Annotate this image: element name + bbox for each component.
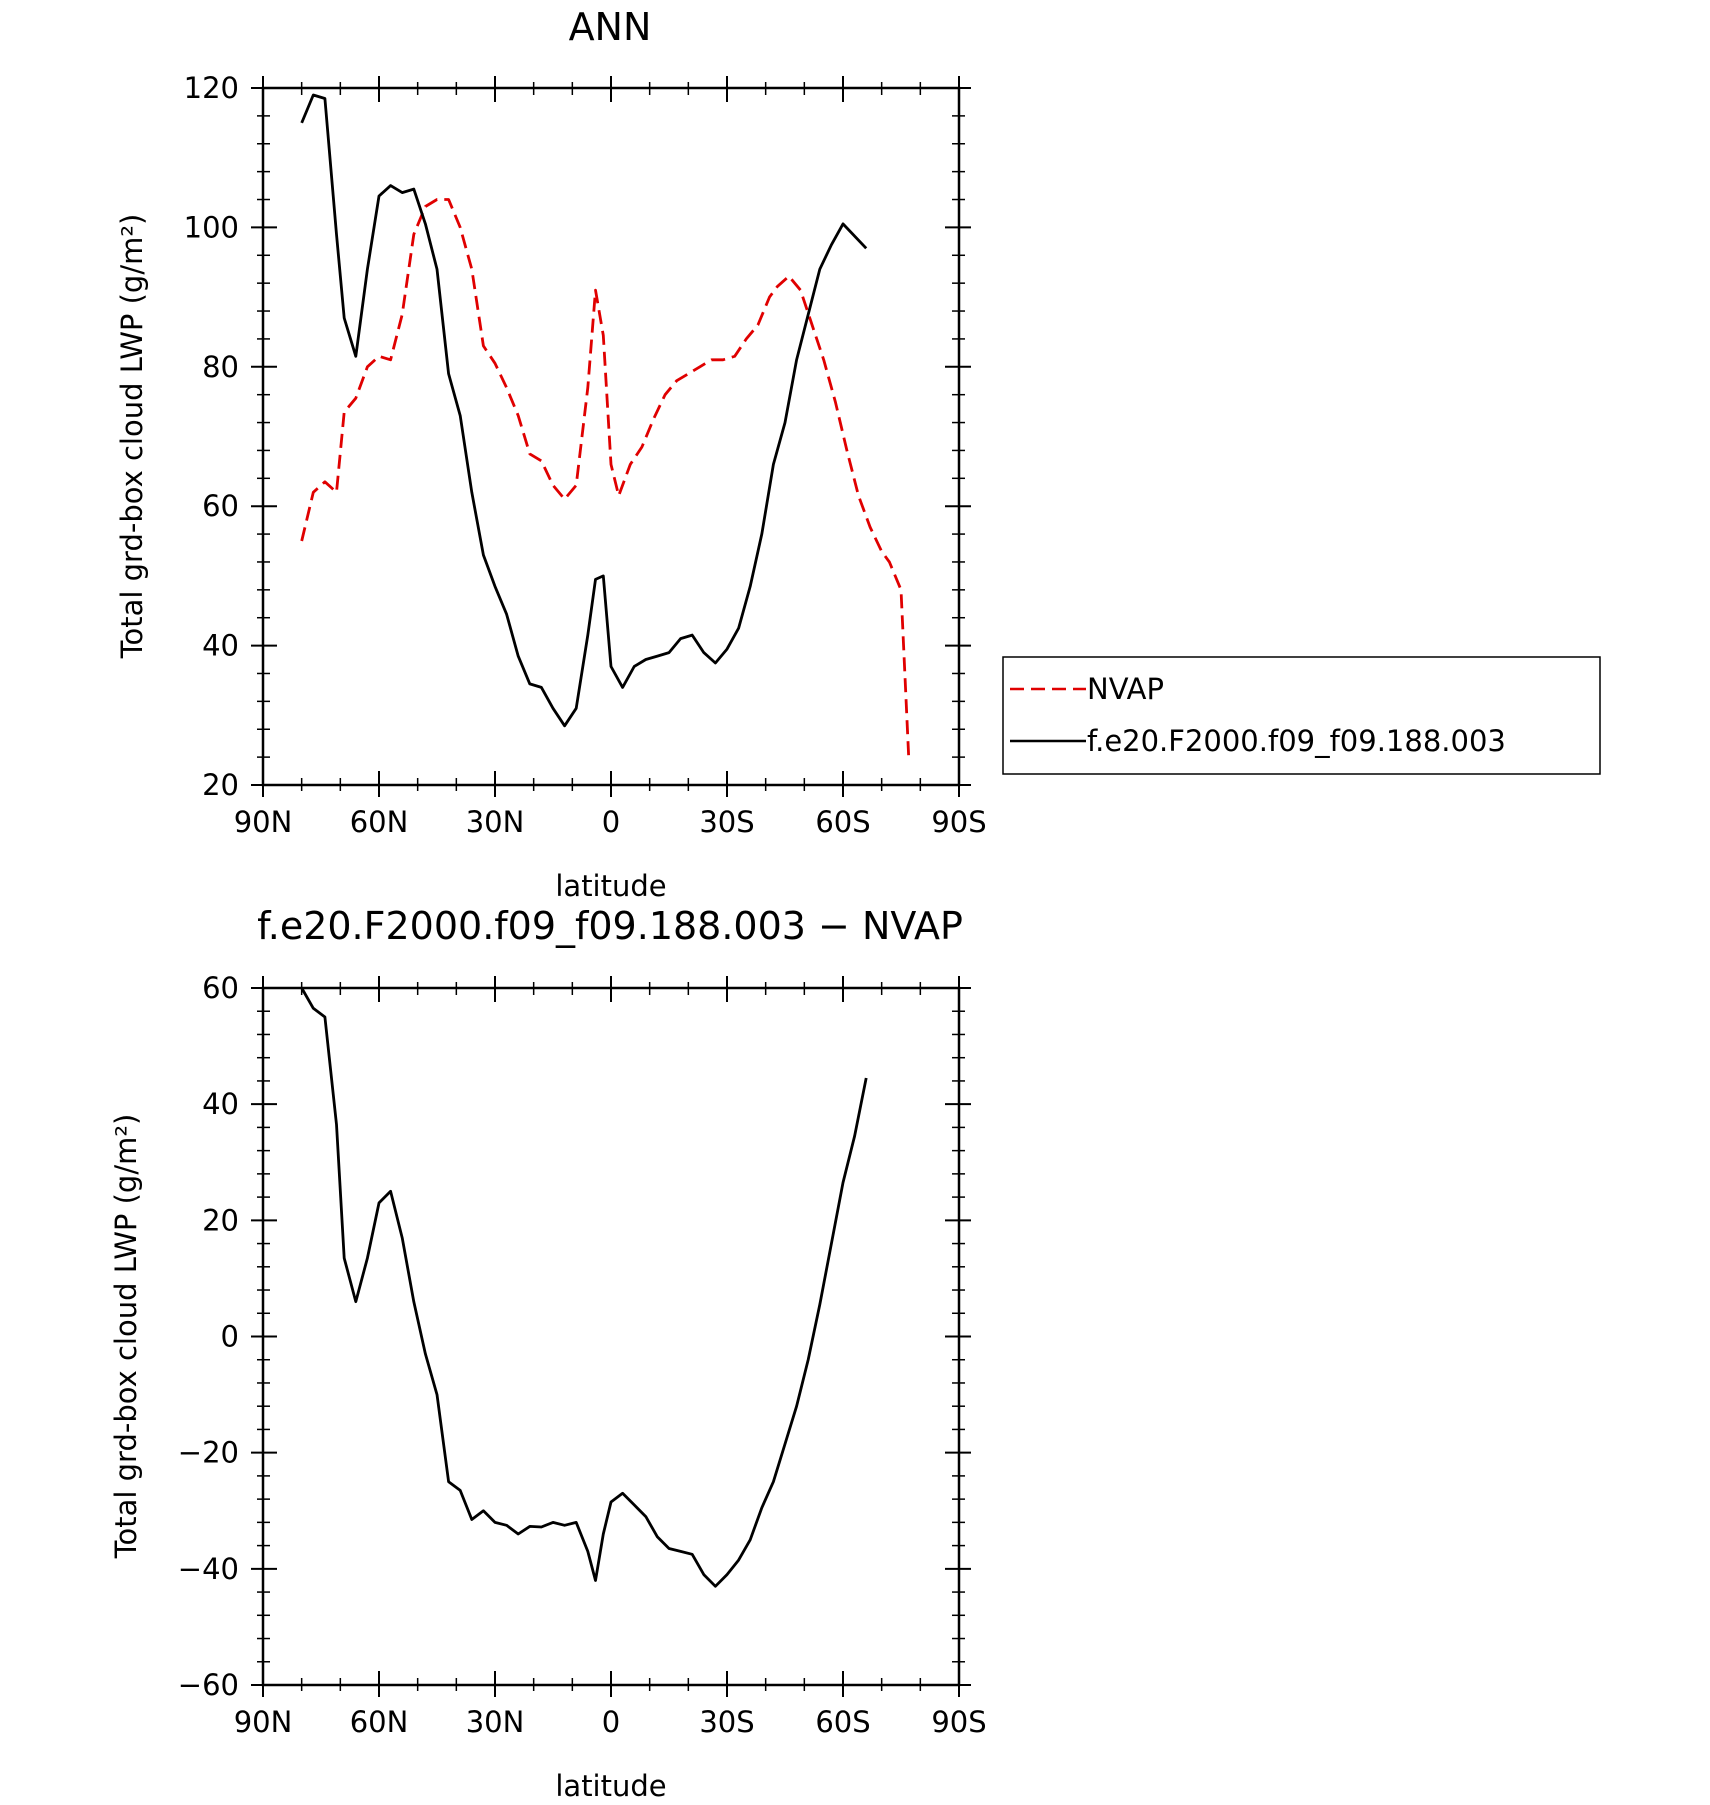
x-tick-label: 30S xyxy=(699,805,754,839)
top-panel: ANN 90N 60N 30N 0 30S 60S 90S 20 40 60 80 100 120 la… xyxy=(115,5,1601,903)
x-tick-label: 90S xyxy=(931,1705,986,1739)
y-tick-label: 60 xyxy=(202,971,239,1005)
top-series-group xyxy=(300,93,911,758)
y-tick-label: −60 xyxy=(178,1668,239,1702)
bottom-panel: f.e20.F2000.f09_f09.188.003 − NVAP 90N 60… xyxy=(109,904,987,1803)
x-tick-label: 60N xyxy=(350,805,409,839)
legend-box xyxy=(1002,656,1601,775)
bottom-y-axis-label: Total grd-box cloud LWP (g/m²) xyxy=(109,1114,143,1560)
top-axis-ticks: 90N 60N 30N 0 30S 60S 90S 20 40 60 80 100 120 xyxy=(184,71,987,839)
bottom-plot-frame xyxy=(261,986,961,1687)
series-line-1-0 xyxy=(300,987,868,1588)
x-tick-label: 30N xyxy=(466,1705,525,1739)
y-tick-label: 80 xyxy=(202,350,239,384)
top-plot-frame xyxy=(261,86,961,787)
x-tick-label: 30S xyxy=(699,1705,754,1739)
x-tick-label: 0 xyxy=(602,1705,620,1739)
bottom-chart-title: f.e20.F2000.f09_f09.188.003 − NVAP xyxy=(257,904,963,948)
x-tick-label: 90S xyxy=(931,805,986,839)
y-tick-label: 0 xyxy=(221,1320,239,1354)
top-y-axis-label: Total grd-box cloud LWP (g/m²) xyxy=(115,214,149,660)
x-tick-label: 30N xyxy=(466,805,525,839)
x-tick-label: 0 xyxy=(602,805,620,839)
x-tick-label: 60S xyxy=(815,805,870,839)
y-tick-label: 120 xyxy=(184,71,239,105)
y-tick-label: −20 xyxy=(178,1436,239,1470)
y-tick-label: 100 xyxy=(184,210,239,244)
legend-label-model: f.e20.F2000.f09_f09.188.003 xyxy=(1087,724,1506,758)
x-tick-label: 90N xyxy=(234,805,293,839)
top-x-axis-label: latitude xyxy=(555,869,666,903)
series-line-0-0 xyxy=(300,198,911,758)
y-tick-label: 60 xyxy=(202,489,239,523)
y-tick-label: 20 xyxy=(202,1203,239,1237)
series-line-0-1 xyxy=(300,93,868,728)
bottom-series-group xyxy=(300,987,868,1588)
y-tick-label: 20 xyxy=(202,768,239,802)
y-tick-label: 40 xyxy=(202,1087,239,1121)
x-tick-label: 90N xyxy=(234,1705,293,1739)
bottom-x-axis-label: latitude xyxy=(555,1769,666,1803)
legend: NVAP f.e20.F2000.f09_f09.188.003 xyxy=(1002,656,1601,775)
y-tick-label: −40 xyxy=(178,1552,239,1586)
top-chart-title: ANN xyxy=(569,5,652,49)
x-tick-label: 60N xyxy=(350,1705,409,1739)
legend-label-nvap: NVAP xyxy=(1087,672,1164,706)
bottom-axis-ticks: 90N 60N 30N 0 30S 60S 90S −60 −40 −20 0 20 40 60 xyxy=(178,971,987,1739)
y-tick-label: 40 xyxy=(202,629,239,663)
x-tick-label: 60S xyxy=(815,1705,870,1739)
